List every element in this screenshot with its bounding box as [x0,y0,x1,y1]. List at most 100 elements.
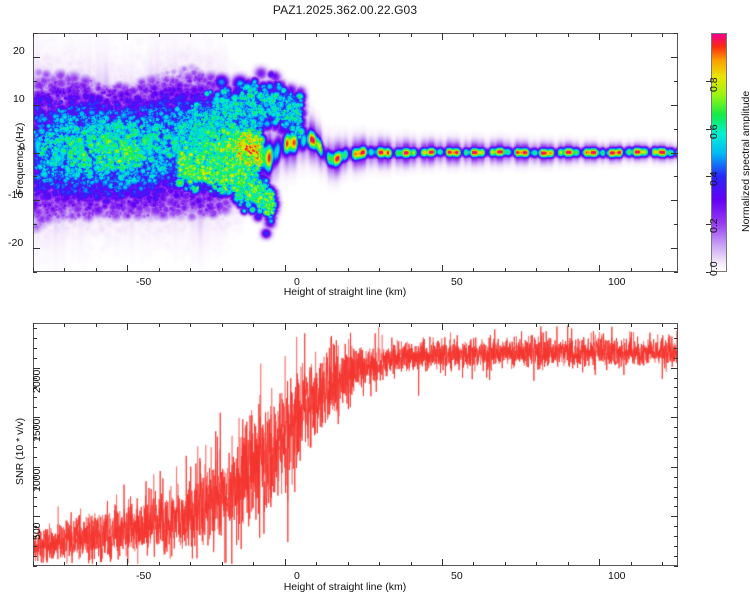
snr-xtick-0: 0 [294,570,300,582]
tick-mark [159,268,160,272]
tick-mark [190,562,191,566]
tick-mark [316,323,317,327]
tick-mark [222,562,223,566]
tick-mark [33,516,40,517]
snr-xtick-100: 100 [608,570,626,582]
snr-canvas [34,324,677,565]
tick-mark [379,268,380,272]
tick-mark [127,265,128,272]
tick-mark [568,33,569,37]
tick-mark [33,348,37,349]
tick-mark [568,268,569,272]
spectrogram-xtick-100: 100 [608,276,626,288]
tick-mark [348,268,349,272]
tick-mark [411,268,412,272]
tick-mark [33,477,37,478]
spectrogram-panel [33,33,678,272]
tick-mark [33,407,37,408]
tick-mark [442,265,443,272]
tick-mark [473,33,474,37]
colorbar-tick-mark [706,81,711,82]
tick-mark [285,559,286,566]
tick-mark [505,323,506,327]
tick-mark [671,516,678,517]
snr-panel [33,323,678,566]
colorbar-tick-0-4: 0.4 [708,171,720,186]
tick-mark [33,358,37,359]
tick-mark [33,368,40,369]
snr-ytick-1000: 1000 [31,468,43,492]
tick-mark [674,497,678,498]
colorbar-tick-0-2: 0.2 [708,218,720,233]
spectrogram-ytick-m10: -10 [8,189,24,201]
tick-mark [671,368,678,369]
tick-mark [473,268,474,272]
tick-mark [33,487,37,488]
tick-mark [674,437,678,438]
tick-mark [285,33,286,40]
snr-xtick-m50: -50 [136,570,152,582]
tick-mark [379,323,380,327]
spectrogram-ytick-10: 10 [13,93,25,105]
tick-mark [33,397,37,398]
tick-mark [33,153,40,154]
tick-mark [222,33,223,37]
tick-mark [536,268,537,272]
tick-mark [33,129,37,130]
tick-mark [159,33,160,37]
snr-x-axis-label: Height of straight line (km) [283,581,407,593]
snr-ytick-1500: 1500 [31,418,43,442]
tick-mark [33,467,40,468]
tick-mark [599,323,600,330]
tick-mark [64,33,65,37]
tick-mark [33,546,37,547]
tick-mark [33,562,34,566]
tick-mark [662,33,663,37]
tick-mark [33,497,37,498]
tick-mark [64,562,65,566]
tick-mark [674,447,678,448]
tick-mark [674,224,678,225]
tick-mark [33,81,37,82]
tick-mark [253,562,254,566]
tick-mark [285,265,286,272]
spectrogram-y-axis-label: Frequency (Hz) [14,122,26,195]
tick-mark [33,378,37,379]
spectrogram-x-axis-label: Height of straight line (km) [283,286,407,298]
tick-mark [96,268,97,272]
tick-mark [674,556,678,557]
tick-mark [671,57,678,58]
tick-mark [33,566,37,567]
tick-mark [671,248,678,249]
tick-mark [473,562,474,566]
tick-mark [127,323,128,330]
tick-mark [674,81,678,82]
tick-mark [33,176,37,177]
tick-mark [33,323,34,327]
snr-ytick-2000: 2000 [31,369,43,393]
spectrogram-xtick-50: 50 [451,276,463,288]
tick-mark [159,562,160,566]
tick-mark [348,562,349,566]
tick-mark [33,328,37,329]
tick-mark [599,559,600,566]
tick-mark [316,33,317,37]
tick-mark [33,272,37,273]
tick-mark [674,526,678,527]
tick-mark [411,323,412,327]
tick-mark [222,323,223,327]
tick-mark [253,33,254,37]
tick-mark [671,105,678,106]
tick-mark [127,559,128,566]
tick-mark [190,268,191,272]
tick-mark [671,153,678,154]
tick-mark [379,562,380,566]
tick-mark [33,387,37,388]
spectrogram-xtick-0: 0 [294,276,300,288]
snr-ytick-500: 500 [31,522,43,540]
tick-mark [674,272,678,273]
tick-mark [348,33,349,37]
tick-mark [599,265,600,272]
tick-mark [662,268,663,272]
colorbar-tick-0: 0.0 [708,261,720,276]
